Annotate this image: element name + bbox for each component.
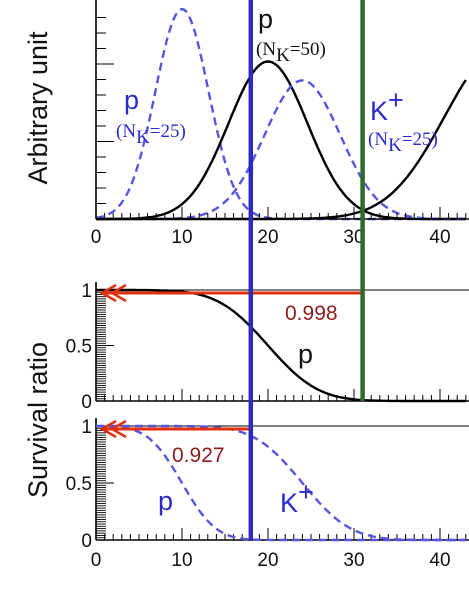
bottom-panel: 00.51 0 10 20 30 40 0.927 p K+ — [66, 417, 469, 571]
middle-y-tick-label: 1 — [81, 281, 92, 302]
middle-panel: 00.51 0.998 p — [66, 281, 469, 413]
top-x-tick-label: 0 — [91, 227, 102, 248]
bottom-y-tick-labels: 00.51 — [66, 417, 92, 552]
bottom-x-tick-label: 40 — [429, 550, 450, 571]
middle-y-tick-label: 0.5 — [66, 337, 92, 358]
top-label-nk25-left: (NK=25) — [116, 121, 186, 148]
bottom-x-tick-label: 10 — [171, 550, 192, 571]
top-x-tick-labels: 0 10 20 30 40 — [91, 227, 451, 248]
bottom-label-p: p — [158, 486, 173, 516]
top-x-tick-label: 30 — [343, 227, 364, 248]
bottom-curves — [96, 424, 466, 542]
middle-arrow-head-1 — [99, 283, 117, 303]
top-label-nk50: (NK=50) — [256, 39, 326, 66]
bottom-label-kplus: K+ — [280, 477, 314, 518]
top-label-p-left: p — [124, 85, 139, 115]
middle-survival-value: 0.998 — [285, 302, 338, 325]
bottom-x-tick-label: 20 — [257, 550, 278, 571]
bottom-series-1 — [96, 424, 466, 542]
bottom-y-tick-label: 0 — [81, 531, 92, 552]
bottom-survival-value: 0.927 — [172, 444, 225, 467]
top-label-kplus: K+ — [370, 85, 404, 126]
bottom-x-tick-label: 30 — [343, 550, 364, 571]
middle-series-0 — [96, 288, 466, 403]
bottom-axes — [95, 418, 469, 541]
top-x-tick-label: 20 — [257, 227, 278, 248]
middle-arrow-head-2 — [109, 283, 127, 303]
bottom-series-0 — [96, 424, 466, 542]
bottom-arrow-head-2 — [109, 419, 127, 439]
top-label-nk25-right: (NK=25) — [368, 129, 438, 156]
top-panel: 0 10 20 30 40 Arbitrary unit p (NK=50) p (NK… — [23, 0, 469, 248]
bottom-y-tick-label: 1 — [81, 417, 92, 438]
top-x-tick-label: 10 — [171, 227, 192, 248]
middle-survival-arrow — [99, 283, 363, 303]
bottom-arrow-head-1 — [99, 419, 117, 439]
middle-y-tick-label: 0 — [81, 392, 92, 413]
survival-y-axis-title: Survival ratio — [23, 342, 53, 498]
cut-lines — [248, 0, 365, 540]
top-series-0 — [95, 7, 466, 221]
middle-y-tick-labels: 00.51 — [66, 281, 92, 413]
top-axes — [95, 0, 469, 220]
bottom-x-tick-label: 0 — [91, 550, 102, 571]
middle-label-p: p — [298, 339, 313, 369]
middle-axes — [95, 282, 469, 402]
bottom-x-tick-labels: 0 10 20 30 40 — [91, 550, 451, 571]
bottom-survival-arrow — [99, 419, 251, 439]
bottom-y-tick-label: 0.5 — [66, 474, 92, 495]
top-series-2 — [96, 79, 466, 221]
top-label-p: p — [258, 4, 273, 34]
top-y-axis-title: Arbitrary unit — [23, 31, 53, 185]
top-curves — [95, 7, 467, 221]
middle-curves — [96, 288, 466, 403]
top-x-tick-label: 40 — [429, 227, 450, 248]
